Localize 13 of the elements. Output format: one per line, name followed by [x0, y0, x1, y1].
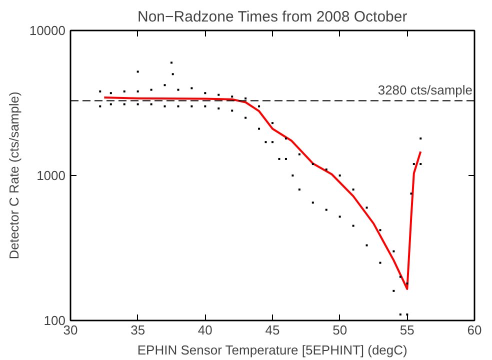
ref-line-label: 3280 cts/sample — [378, 82, 473, 98]
y-axis-title: Detector C Rate (cts/sample) — [6, 92, 22, 260]
y-tick-label: 10000 — [29, 23, 66, 38]
chart-title: Non−Radzone Times from 2008 October — [138, 8, 408, 26]
x-tick-label: 50 — [332, 322, 348, 338]
x-tick-label: 60 — [467, 322, 482, 338]
x-tick-label: 35 — [130, 322, 146, 338]
line-series — [103, 96, 422, 290]
x-tick-label: 55 — [400, 322, 414, 338]
y-tick-label: 1000 — [36, 168, 66, 183]
x-tick-label: 45 — [265, 322, 280, 338]
x-tick-label: 40 — [198, 322, 212, 338]
x-axis-title: EPHIN Sensor Temperature [5EPHINT] (degC) — [137, 342, 408, 358]
